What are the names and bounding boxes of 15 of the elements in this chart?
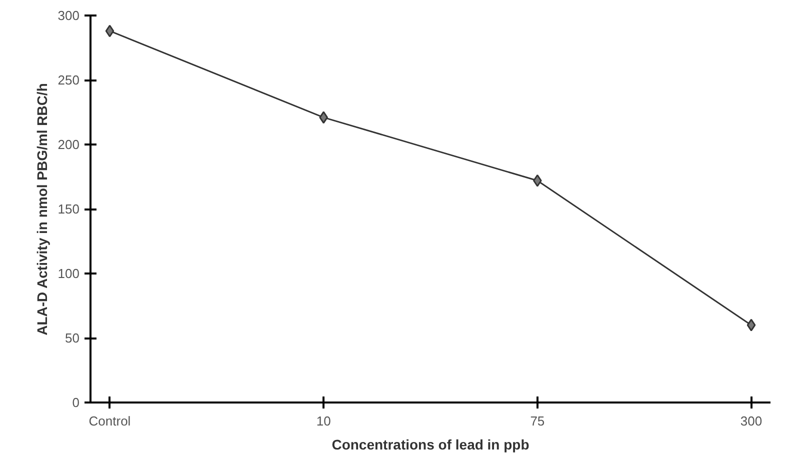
x-tick-label: 75 xyxy=(530,414,545,428)
y-axis-title: ALA-D Activity in nmol PBG/ml RBC/h xyxy=(34,83,50,336)
y-tick-label: 0 xyxy=(72,395,80,410)
x-tick-label: 10 xyxy=(316,414,331,428)
point xyxy=(105,24,114,38)
point xyxy=(746,318,756,332)
x-tick-label: Control xyxy=(88,414,131,428)
x-tick-label: 300 xyxy=(740,414,762,428)
y-tick-label: 250 xyxy=(58,72,80,88)
y-tick-label: 150 xyxy=(58,202,80,216)
y-tick-label: 300 xyxy=(58,8,80,23)
y-tick-label: 50 xyxy=(65,330,80,346)
x-axis-title: Concentrations of lead in ppb xyxy=(332,436,530,452)
y-tick-label: 200 xyxy=(58,137,80,152)
y-tick-label: 100 xyxy=(58,266,80,281)
